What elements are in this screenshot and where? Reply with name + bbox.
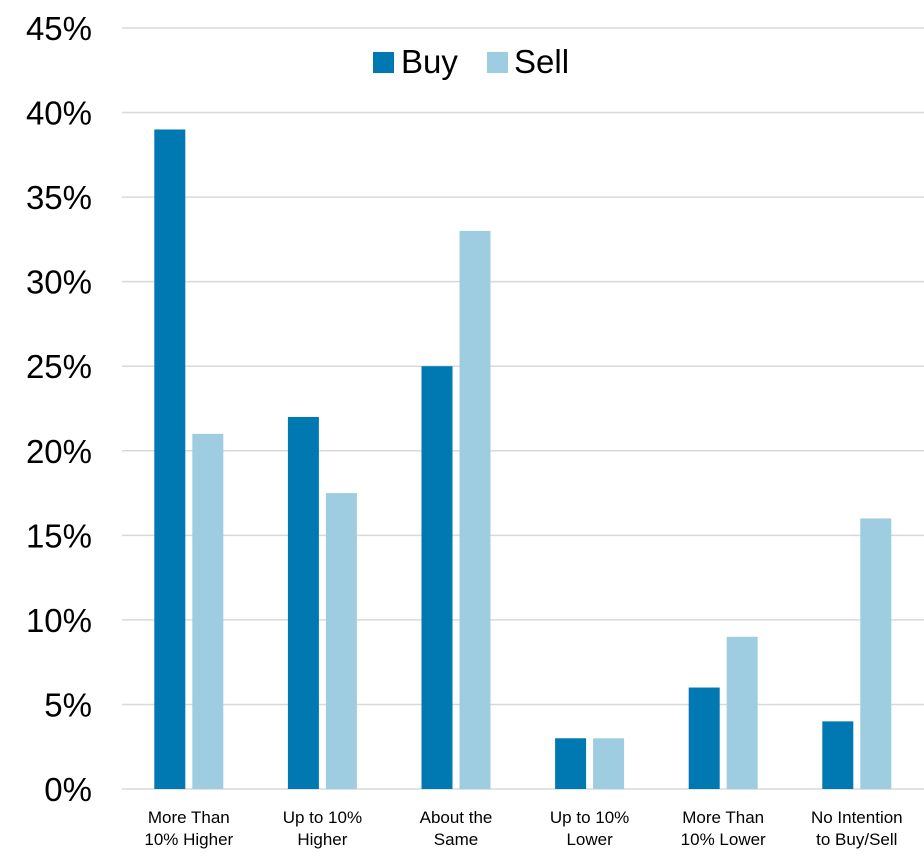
x-tick-label-line: Same bbox=[434, 830, 478, 849]
x-tick-label: About the Same bbox=[420, 808, 493, 849]
x-tick-label-line: No Intention bbox=[811, 808, 903, 827]
bar-sell-4 bbox=[726, 636, 758, 789]
y-tick-label: 35% bbox=[26, 179, 92, 216]
x-tick-label: No Intention to Buy/Sell bbox=[811, 808, 903, 849]
y-tick-label: 15% bbox=[26, 517, 92, 554]
bar-sell-3 bbox=[593, 738, 625, 789]
bar-buy-4 bbox=[688, 687, 720, 789]
bar-sell-0 bbox=[192, 433, 224, 789]
x-tick-label-line: More Than bbox=[682, 808, 764, 827]
legend-swatch-buy bbox=[373, 52, 394, 73]
bar-buy-2 bbox=[421, 366, 453, 789]
x-tick-label-line: to Buy/Sell bbox=[816, 830, 897, 849]
y-tick-label: 5% bbox=[44, 686, 92, 723]
x-tick-label: More Than 10% Lower bbox=[681, 808, 766, 849]
x-tick-label-line: Up to 10% bbox=[550, 808, 629, 827]
y-tick-label: 0% bbox=[44, 771, 92, 808]
y-tick-label: 20% bbox=[26, 433, 92, 470]
x-tick-label-line: Higher bbox=[297, 830, 347, 849]
x-tick-label-line: 10% Lower bbox=[681, 830, 766, 849]
x-tick-label-line: 10% Higher bbox=[144, 830, 233, 849]
gridlines bbox=[122, 27, 924, 790]
legend-label-buy: Buy bbox=[401, 43, 458, 80]
x-tick-label-line: Lower bbox=[566, 830, 613, 849]
legend-label-sell: Sell bbox=[514, 43, 569, 80]
legend-swatch-sell bbox=[487, 52, 508, 73]
y-tick-label: 40% bbox=[26, 95, 92, 132]
y-axis-tick-labels: 0% 5% 10% 15% 20% 25% 30% 35% 40% 45% bbox=[26, 10, 92, 808]
bar-buy-0 bbox=[154, 129, 186, 789]
bar-sell-2 bbox=[459, 230, 491, 789]
bar-buy-5 bbox=[822, 721, 854, 789]
x-tick-label-line: About the bbox=[420, 808, 493, 827]
x-tick-label-line: More Than bbox=[148, 808, 230, 827]
bar-buy-1 bbox=[287, 416, 319, 789]
y-tick-label: 10% bbox=[26, 602, 92, 639]
x-axis-tick-labels: More Than 10% Higher Up to 10% Higher About … bbox=[144, 808, 902, 849]
bars bbox=[154, 129, 892, 789]
bar-sell-5 bbox=[860, 518, 892, 789]
x-tick-label: More Than 10% Higher bbox=[144, 808, 233, 849]
legend: Buy Sell bbox=[373, 43, 569, 80]
x-tick-label: Up to 10% Higher bbox=[283, 808, 362, 849]
bar-sell-1 bbox=[325, 493, 357, 789]
y-tick-label: 30% bbox=[26, 264, 92, 301]
x-tick-label: Up to 10% Lower bbox=[550, 808, 629, 849]
x-tick-label-line: Up to 10% bbox=[283, 808, 362, 827]
y-tick-label: 25% bbox=[26, 348, 92, 385]
y-tick-label: 45% bbox=[26, 10, 92, 47]
bar-buy-3 bbox=[555, 738, 587, 789]
